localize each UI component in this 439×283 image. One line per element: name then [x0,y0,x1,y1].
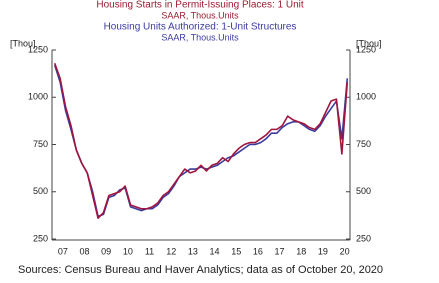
x-tick-label: 11 [145,246,154,256]
series-title: Housing Starts in Permit-Issuing Places:… [96,0,304,11]
x-tick-label: 08 [80,246,90,256]
x-tick-label: 13 [188,246,198,256]
x-tick-label: 18 [296,246,306,256]
series-units: SAAR, Thous.Units [161,10,239,20]
y2-tick-label: 750 [356,139,371,149]
series-units: SAAR, Thous.Units [161,32,239,42]
x-tick-label: 09 [101,246,111,256]
x-tick-label: 15 [231,246,241,256]
x-tick-label: 07 [58,246,68,256]
x-tick-label: 10 [123,246,133,256]
y2-axis-label: [Thou] [356,38,382,48]
y2-tick-label: 1250 [356,44,376,54]
y-tick-label: 500 [33,186,48,196]
series-line [53,62,349,220]
y-tick-label: 1250 [28,44,48,54]
x-tick-label: 12 [166,246,176,256]
y2-tick-label: 250 [356,233,371,243]
x-tick-label: 19 [318,246,328,256]
series-title: Housing Units Authorized: 1-Unit Structu… [104,22,297,33]
x-tick-label: 17 [275,246,285,256]
y-tick-label: 750 [33,139,48,149]
x-tick-label: 14 [210,246,220,256]
series-line [53,64,349,218]
source-note: Sources: Census Bureau and Haver Analyti… [18,264,383,276]
y-tick-label: 1000 [28,92,48,102]
y-axis-label: [Thou] [10,38,36,48]
y2-tick-label: 1000 [356,92,376,102]
x-tick-label: 16 [253,246,263,256]
y-tick-label: 250 [33,233,48,243]
x-tick-label: 20 [340,246,350,256]
y2-tick-label: 500 [356,186,371,196]
